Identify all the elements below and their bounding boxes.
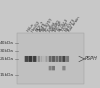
Text: PSPH: PSPH — [85, 56, 98, 61]
FancyBboxPatch shape — [49, 56, 52, 62]
Text: NIH/3T3: NIH/3T3 — [64, 18, 76, 33]
FancyBboxPatch shape — [28, 56, 32, 62]
FancyBboxPatch shape — [45, 56, 47, 62]
FancyBboxPatch shape — [52, 56, 55, 62]
FancyBboxPatch shape — [43, 56, 45, 62]
Text: HepG2: HepG2 — [30, 19, 41, 33]
FancyBboxPatch shape — [59, 56, 62, 62]
Text: 40kDa: 40kDa — [0, 41, 14, 45]
FancyBboxPatch shape — [49, 66, 52, 70]
FancyBboxPatch shape — [52, 66, 55, 70]
FancyBboxPatch shape — [33, 56, 36, 62]
Text: LNCaP: LNCaP — [54, 20, 64, 33]
Text: 15kDa: 15kDa — [0, 73, 14, 77]
FancyBboxPatch shape — [66, 56, 69, 62]
Text: T47D: T47D — [60, 22, 69, 33]
Text: Jurkat: Jurkat — [46, 21, 56, 33]
FancyBboxPatch shape — [25, 56, 28, 62]
FancyBboxPatch shape — [40, 56, 42, 62]
Text: 25kDa: 25kDa — [0, 57, 14, 61]
Text: MCF-7: MCF-7 — [35, 20, 45, 33]
Text: A549: A549 — [39, 22, 48, 33]
Text: 30kDa: 30kDa — [0, 49, 14, 53]
Text: HeLa: HeLa — [26, 22, 35, 33]
Text: Rat brain: Rat brain — [68, 16, 81, 33]
FancyBboxPatch shape — [38, 56, 40, 62]
FancyBboxPatch shape — [62, 56, 66, 62]
Text: SW480: SW480 — [50, 19, 61, 33]
Text: SH-SY5Y: SH-SY5Y — [42, 17, 54, 33]
Text: SK-OV-3: SK-OV-3 — [57, 18, 69, 33]
Bar — [17, 33, 84, 84]
Text: PC-3: PC-3 — [44, 23, 52, 33]
FancyBboxPatch shape — [62, 66, 66, 70]
FancyBboxPatch shape — [55, 56, 58, 62]
